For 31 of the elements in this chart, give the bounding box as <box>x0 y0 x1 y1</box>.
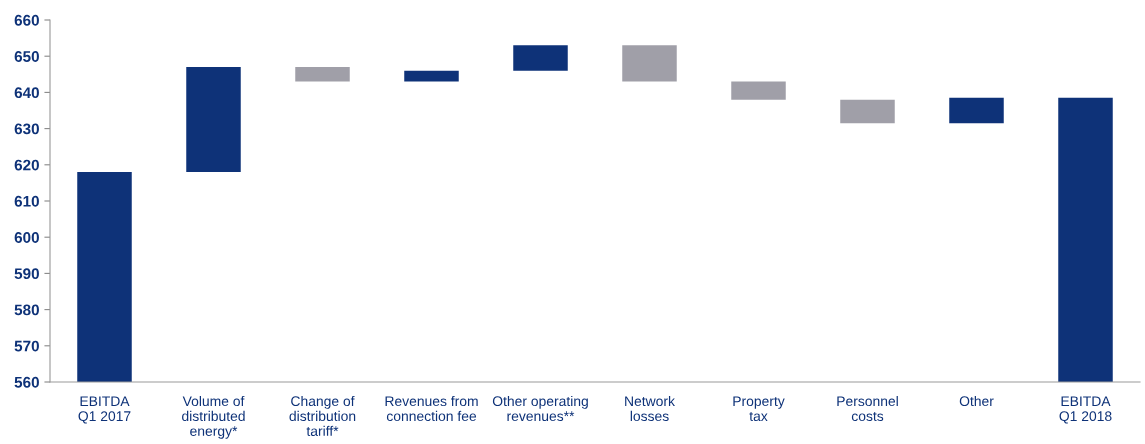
x-tick-label: Change of distribution tariff* <box>289 395 356 437</box>
y-tick-label: 660 <box>14 14 39 26</box>
y-tick-label: 590 <box>14 268 39 280</box>
x-tick-label: Network losses <box>625 395 675 422</box>
x-tick-label: Revenues from connection fee <box>385 395 478 422</box>
bar <box>513 45 568 71</box>
bar <box>1058 97 1113 382</box>
x-tick-label: Property tax <box>733 396 785 422</box>
x-tick-label: Other operating revenues** <box>492 395 588 422</box>
bar <box>77 172 132 382</box>
y-tick-label: 610 <box>14 195 39 207</box>
y-tick-label: 620 <box>14 159 39 171</box>
x-tick-label: Personnel costs <box>837 395 898 422</box>
x-tick-label: Other <box>959 395 994 407</box>
x-tick-label: EBITDA Q1 2018 <box>1059 396 1112 424</box>
y-tick-label: 640 <box>14 87 39 99</box>
bar <box>840 99 895 124</box>
y-tick-label: 580 <box>14 304 39 316</box>
y-tick-label: 630 <box>14 123 39 135</box>
bar <box>949 97 1004 124</box>
y-tick-label: 560 <box>14 376 39 388</box>
y-tick-label: 570 <box>14 340 39 352</box>
y-tick-label: 600 <box>14 232 39 243</box>
y-tick-label: 650 <box>14 51 39 62</box>
bar <box>731 81 786 100</box>
bar <box>404 70 459 82</box>
bar <box>186 67 241 173</box>
bar <box>622 45 677 82</box>
x-tick-label: EBITDA Q1 2017 <box>78 396 131 424</box>
bar <box>295 67 350 82</box>
x-tick-label: Volume of distributed energy* <box>182 395 245 439</box>
